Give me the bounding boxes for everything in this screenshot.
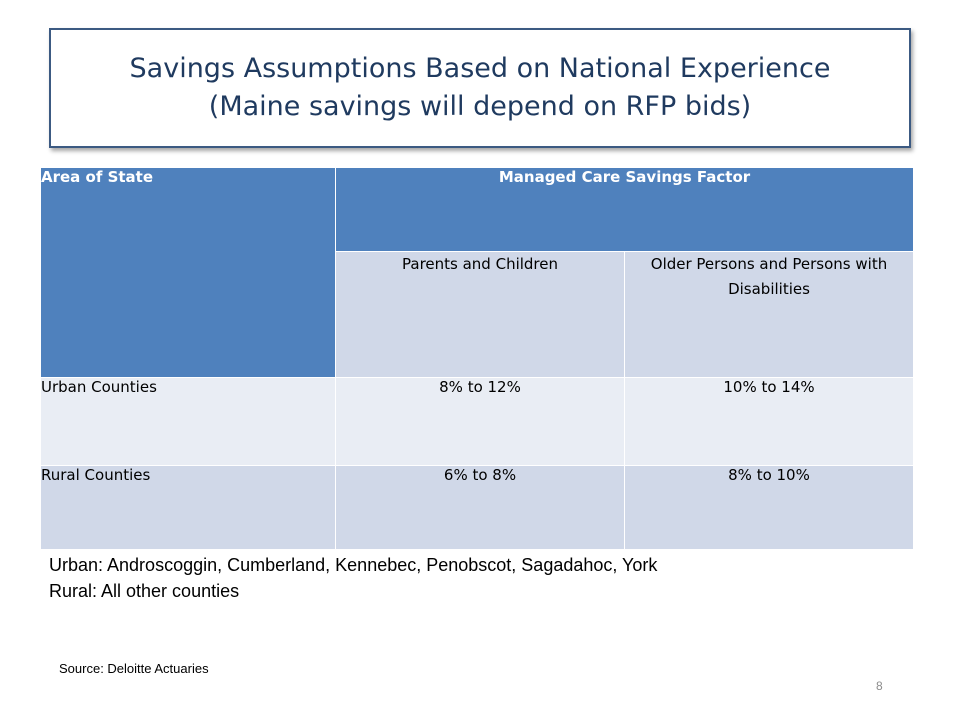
subheader-older-disabilities: Older Persons and Persons with Disabilit… (624, 251, 914, 378)
subheader-parents-children: Parents and Children (335, 251, 625, 378)
savings-table: Area of State Managed Care Savings Facto… (40, 167, 914, 550)
county-notes: Urban: Androscoggin, Cumberland, Kennebe… (49, 552, 929, 604)
row-older-disabilities-value: 8% to 10% (624, 465, 914, 550)
slide-title-box: Savings Assumptions Based on National Ex… (49, 28, 911, 148)
header-savings-factor: Managed Care Savings Factor (335, 167, 914, 252)
table-row: Rural Counties 6% to 8% 8% to 10% (40, 465, 914, 550)
page-number: 8 (876, 679, 883, 693)
urban-note: Urban: Androscoggin, Cumberland, Kennebe… (49, 555, 658, 575)
table-row: Urban Counties 8% to 12% 10% to 14% (40, 377, 914, 466)
slide-title-line-2: (Maine savings will depend on RFP bids) (208, 91, 752, 122)
header-area-of-state: Area of State (40, 167, 336, 378)
slide-title-line-1: Savings Assumptions Based on National Ex… (129, 53, 831, 84)
row-area-label: Urban Counties (40, 377, 336, 466)
row-parents-children-value: 8% to 12% (335, 377, 625, 466)
rural-note: Rural: All other counties (49, 581, 240, 601)
source-note: Source: Deloitte Actuaries (59, 661, 209, 676)
row-area-label: Rural Counties (40, 465, 336, 550)
row-parents-children-value: 6% to 8% (335, 465, 625, 550)
row-older-disabilities-value: 10% to 14% (624, 377, 914, 466)
